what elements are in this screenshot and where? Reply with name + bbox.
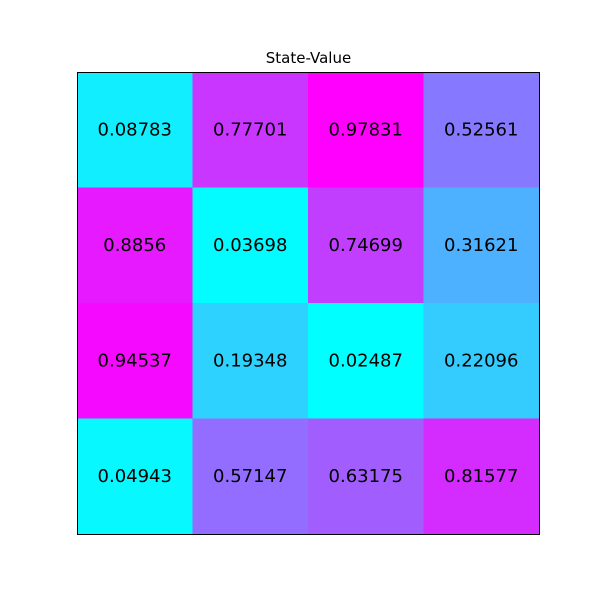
cell-value-label-r2-c1: 0.19348 [213,350,287,371]
cell-value-label-r1-c0: 0.8856 [103,235,166,256]
cell-value-label-r2-c3: 0.22096 [444,350,518,371]
cell-value-label-r1-c2: 0.74699 [329,235,403,256]
heatmap-cell-r0-c2 [308,72,424,188]
heatmap-cell-r3-c0 [77,418,193,535]
heatmap-cell-r1-c0 [77,187,193,304]
heatmap-cell-r3-c1 [192,418,309,535]
heatmap-cell-r0-c0 [77,72,193,188]
plot-frame [77,72,540,535]
cell-value-label-r3-c1: 0.57147 [213,466,287,487]
cell-value-label-r3-c3: 0.81577 [444,466,518,487]
chart-title: State-Value [265,49,352,67]
heatmap-cell-r3-c3 [423,418,540,535]
heatmap-cell-r1-c1 [192,187,309,304]
heatmap-cell-r0-c3 [423,72,540,188]
cell-value-label-r2-c2: 0.02487 [329,350,403,371]
heatmap-cell-r2-c2 [308,303,424,419]
cell-value-label-r1-c3: 0.31621 [444,235,518,256]
heatmap-cell-r2-c1 [192,303,309,419]
heatmap-labels: 0.08783 0.77701 0.97831 0.52561 0.8856 0.0369… [98,119,519,487]
heatmap-cell-r3-c2 [308,418,424,535]
heatmap-cell-r2-c3 [423,303,540,419]
heatmap-cell-r2-c0 [77,303,193,419]
cell-value-label-r0-c2: 0.97831 [329,119,403,140]
heatmap-cells [77,72,540,535]
cell-value-label-r3-c0: 0.04943 [98,466,172,487]
cell-value-label-r2-c0: 0.94537 [98,350,172,371]
heatmap-cell-r0-c1 [192,72,309,188]
cell-value-label-r0-c3: 0.52561 [444,119,518,140]
cell-value-label-r0-c1: 0.77701 [213,119,287,140]
cell-value-label-r1-c1: 0.03698 [213,235,287,256]
heatmap-cell-r1-c3 [423,187,540,304]
cell-value-label-r0-c0: 0.08783 [98,119,172,140]
heatmap-cell-r1-c2 [308,187,424,304]
cell-value-label-r3-c2: 0.63175 [329,466,403,487]
